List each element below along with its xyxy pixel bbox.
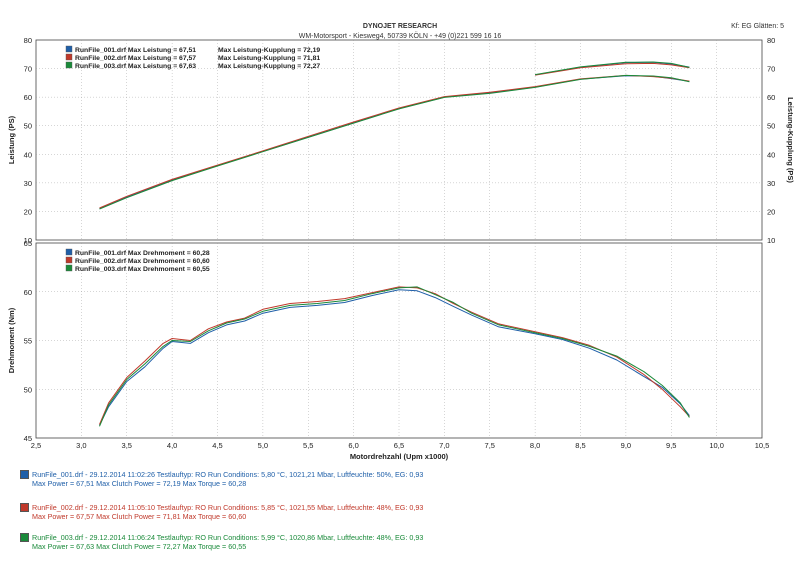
y-tick-label-power: 20 (24, 207, 32, 216)
y2-tick-label-power: 20 (767, 207, 775, 216)
y-tick-label-torque: 45 (24, 434, 32, 443)
report-subtitle: WM-Motorsport - Kiesweg4, 50739 KÖLN - +… (298, 33, 502, 40)
run-2-maxima: Max Power = 67,57 Max Clutch Power = 71,… (32, 512, 247, 521)
x-tick-label: 8,5 (575, 441, 585, 450)
dyno-chart: 10 10 20 20 30 30 40 40 50 50 60 60 70 70 80 80 Leistung… (7, 36, 795, 461)
y2-axis-title-power: Leistung-Kupplung (PS) (786, 97, 795, 183)
y-tick-label-power: 50 (24, 122, 32, 131)
y-tick-label-power: 30 (24, 179, 32, 188)
series-line-power-3 (99, 74, 690, 210)
series-line-power-1 (99, 75, 690, 210)
y-tick-label-power: 60 (24, 93, 32, 102)
x-tick-label: 5,0 (258, 441, 268, 450)
legend-entry-power: RunFile_001.drf Max Leistung = 67,51 (75, 47, 196, 54)
run-2-conditions: RunFile_002.drf - 29.12.2014 11:05:10 Te… (32, 503, 424, 512)
clutch-series-line-2 (535, 62, 690, 76)
x-tick-label: 10,0 (709, 441, 724, 450)
series-line-power-2 (99, 74, 690, 209)
x-tick-label: 9,0 (621, 441, 631, 450)
x-tick-label: 10,5 (755, 441, 770, 450)
legend-swatch-power (65, 53, 73, 61)
legend-entry-torque: RunFile_003.drf Max Drehmoment = 60,55 (75, 266, 210, 273)
x-tick-label: 7,5 (485, 441, 495, 450)
legend-swatch-power (65, 61, 73, 69)
x-tick-label: 3,0 (76, 441, 86, 450)
y-tick-label-power: 70 (24, 65, 32, 74)
series-line-torque-2 (99, 286, 690, 425)
x-tick-label: 3,5 (122, 441, 132, 450)
legend2-entry-power: Max Leistung-Kupplung = 72,27 (218, 63, 320, 70)
legend-swatch-torque (65, 248, 73, 256)
y2-tick-label-power: 60 (767, 93, 775, 102)
y-tick-label-torque: 65 (24, 239, 32, 248)
y2-tick-label-power: 70 (767, 65, 775, 74)
legend-swatch-torque (65, 256, 73, 264)
x-tick-label: 6,5 (394, 441, 404, 450)
x-tick-label: 5,5 (303, 441, 313, 450)
y2-tick-label-power: 50 (767, 122, 775, 131)
legend-entry-power: RunFile_003.drf Max Leistung = 67,63 (75, 63, 196, 70)
run-3-maxima: Max Power = 67,63 Max Clutch Power = 72,… (32, 542, 247, 551)
y2-tick-label-power: 40 (767, 150, 775, 159)
legend-entry-torque: RunFile_001.drf Max Drehmoment = 60,28 (75, 250, 210, 257)
x-tick-label: 6,0 (348, 441, 358, 450)
run-1-swatch (20, 470, 29, 479)
series-line-torque-1 (99, 289, 690, 426)
y-tick-label-power: 80 (24, 36, 32, 45)
legend-swatch-power (65, 45, 73, 53)
y2-tick-label-power: 30 (767, 179, 775, 188)
y2-tick-label-power: 10 (767, 236, 775, 245)
legend-entry-power: RunFile_002.drf Max Leistung = 67,57 (75, 55, 196, 62)
report-title: DYNOJET RESEARCH (362, 23, 438, 30)
series-line-torque-3 (99, 286, 690, 427)
x-tick-label: 8,0 (530, 441, 540, 450)
y-tick-label-torque: 50 (24, 385, 32, 394)
run-1-maxima: Max Power = 67,51 Max Clutch Power = 72,… (32, 479, 247, 488)
y-axis-title-power: Leistung (PS) (7, 115, 16, 164)
x-tick-label: 4,0 (167, 441, 177, 450)
run-3-conditions: RunFile_003.drf - 29.12.2014 11:06:24 Te… (32, 533, 424, 542)
y-tick-label-power: 40 (24, 150, 32, 159)
run-3-swatch (20, 533, 29, 542)
y-tick-label-power: 10 (24, 236, 32, 245)
legend-swatch-torque (65, 264, 73, 272)
x-tick-label: 2,5 (31, 441, 41, 450)
run-2-swatch (20, 503, 29, 512)
legend2-entry-power: Max Leistung-Kupplung = 72,19 (218, 47, 320, 54)
x-tick-label: 7,0 (439, 441, 449, 450)
x-tick-label: 4,5 (212, 441, 222, 450)
y-axis-title-torque: Drehmoment (Nm) (7, 307, 16, 373)
clutch-series-line-3 (535, 61, 690, 76)
y-tick-label-torque: 55 (24, 337, 32, 346)
settings-corner-text: Kf: EG Glätten: 5 (731, 23, 784, 30)
run-1-conditions: RunFile_001.drf - 29.12.2014 11:02:26 Te… (32, 470, 424, 479)
legend-entry-torque: RunFile_002.drf Max Drehmoment = 60,60 (75, 258, 210, 265)
legend2-entry-power: Max Leistung-Kupplung = 71,81 (218, 55, 320, 62)
y2-tick-label-power: 80 (767, 36, 775, 45)
x-tick-label: 9,5 (666, 441, 676, 450)
x-axis-title: Motordrehzahl (Upm x1000) (350, 452, 449, 461)
y-tick-label-torque: 60 (24, 288, 32, 297)
